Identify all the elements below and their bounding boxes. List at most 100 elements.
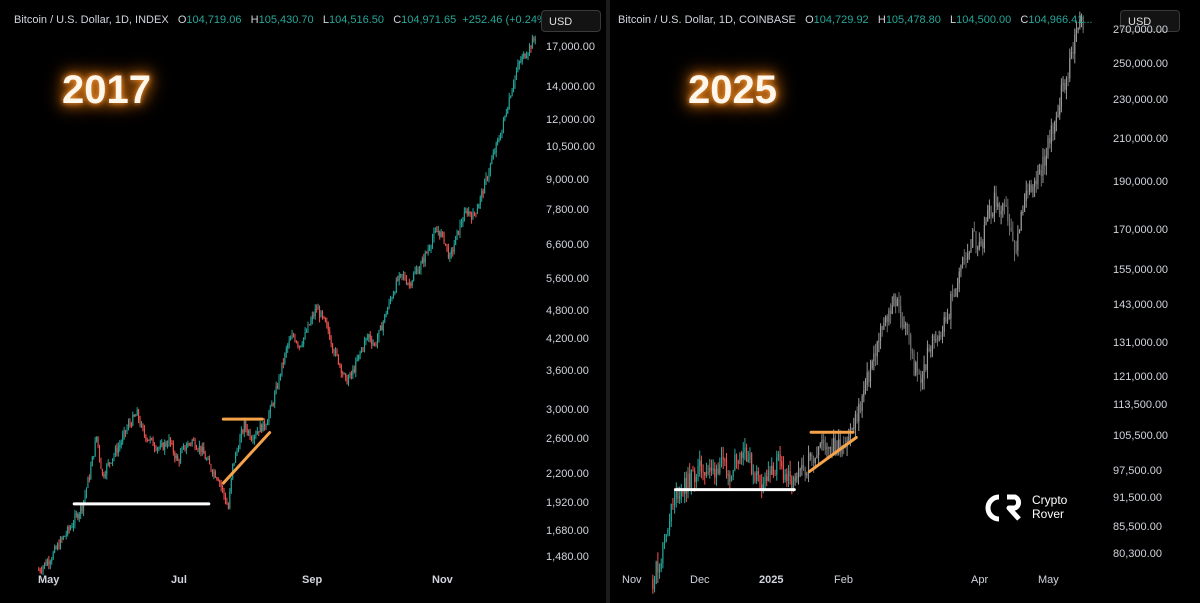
candle-body [268,414,269,422]
candle-body [95,441,96,456]
candle-body [982,242,983,249]
y-tick-label: 250,000.00 [1113,58,1168,70]
candle-body [701,460,702,471]
candle-body [82,506,83,510]
candle-body [306,332,307,333]
candle-body [922,379,923,383]
candle-body [300,346,301,347]
candle-body [780,454,781,461]
candle-body [501,130,502,138]
legend-low: 104,500.00 [956,14,1011,26]
candle-body [225,496,226,502]
candle-body [67,527,68,534]
candle-body [412,281,413,286]
candle-body [307,324,308,331]
y-tick-label: 85,500.00 [1113,521,1162,533]
candle-body [972,230,973,247]
candle-body [781,461,782,466]
candle-body [319,309,320,318]
currency-button[interactable]: USD [541,10,601,32]
candle-body [296,341,297,343]
y-tick-label: 4,200.00 [546,333,589,345]
candle-body [86,488,87,494]
candle-body [140,420,141,426]
candle-body [895,296,896,306]
candle-body [858,404,859,422]
candle-body [885,316,886,322]
candle-body [1026,191,1027,201]
candle-body [338,355,339,364]
candle-body [719,464,720,473]
candle-body [445,243,446,244]
chart-2017-panel[interactable]: Bitcoin / U.S. Dollar, 1D, INDEX O104,71… [0,0,606,603]
candle-body [939,336,940,341]
candle-body [43,566,44,571]
candle-body [169,438,170,445]
watermark-text: Crypto Rover [1032,493,1067,521]
candle-body [947,319,948,322]
candle-body [352,369,353,375]
triangle-trendline [223,433,269,484]
candle-body [810,454,811,456]
legend-close: 104,971.65 [401,14,456,26]
candle-body [977,248,978,249]
candle-body [848,437,849,440]
candle-body [125,430,126,432]
candle-body [652,579,653,589]
candle-body [195,440,196,448]
candle-body [210,464,211,470]
y-tick-label: 1,680.00 [546,525,589,537]
candle-body [929,348,930,351]
candle-body [182,449,183,453]
candle-body [179,461,180,462]
candle-body [1059,107,1060,115]
chart-2017-title: 2017 [62,68,151,113]
candle-body [381,326,382,330]
candle-body [970,248,971,253]
candle-body [831,447,832,453]
candle-body [96,437,97,442]
candle-body [535,39,536,40]
candle-body [328,324,329,330]
candle-body [1074,35,1075,54]
candle-body [347,377,348,384]
candle-body [260,424,261,432]
candle-body [261,424,262,431]
candle-body [661,563,662,569]
candle-body [467,211,468,214]
y-tick-label: 2,200.00 [546,468,589,480]
candle-body [76,514,77,515]
y-tick-label: 1,480.00 [546,551,589,563]
candle-body [699,460,700,465]
candle-body [736,455,737,461]
candle-body [957,283,958,289]
candle-body [892,305,893,314]
candle-body [329,331,330,340]
candle-body [927,348,928,369]
candle-body [121,442,122,445]
candle-body [252,440,253,441]
candle-body [244,421,245,432]
candle-body [497,140,498,143]
candle-body [1034,180,1035,186]
candle-body [999,204,1000,215]
candle-body [674,497,675,505]
candle-body [224,489,225,495]
candle-body [709,468,710,472]
candle-body [494,152,495,153]
candle-body [516,71,517,76]
candle-body [428,249,429,252]
candle-body [374,344,375,345]
candle-body [197,449,198,450]
candle-body [221,483,222,487]
candle-body [530,46,531,49]
candle-body [257,431,258,434]
candle-body [403,275,404,276]
candle-body [419,270,420,274]
candle-body [800,469,801,470]
y-tick-label: 3,000.00 [546,404,589,416]
candle-body [53,552,54,559]
candle-body [137,410,138,416]
candle-body [415,271,416,274]
candle-body [532,38,533,48]
